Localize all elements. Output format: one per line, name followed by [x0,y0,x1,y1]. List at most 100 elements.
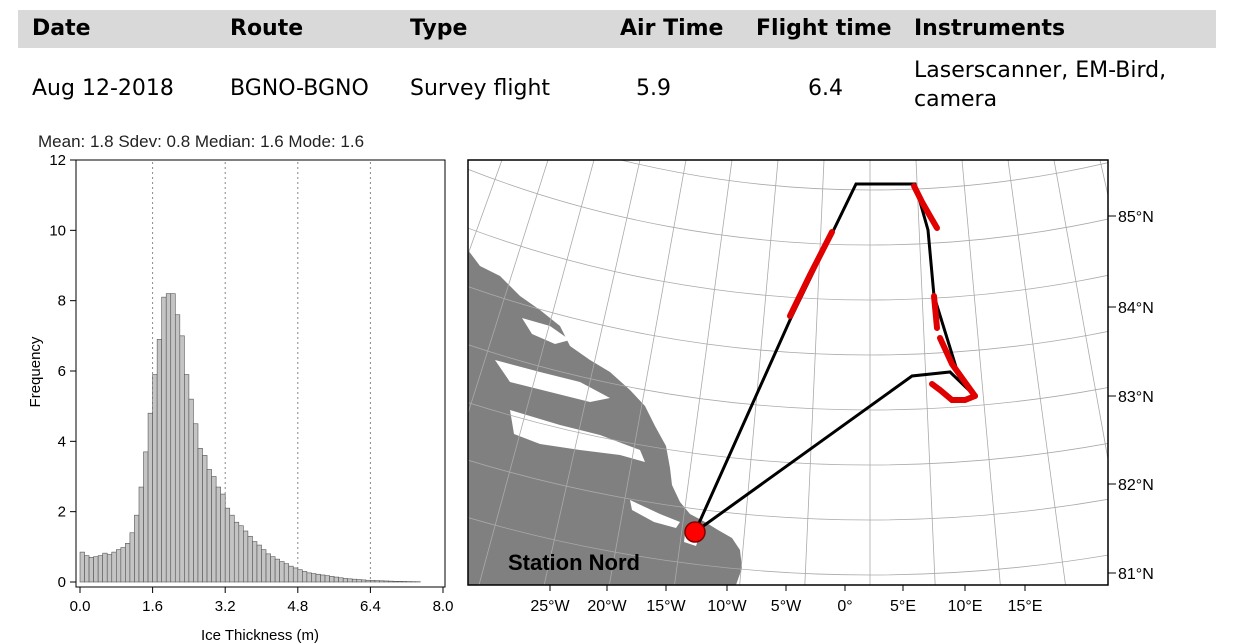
map-meridian-label: 20°W [587,598,627,615]
flight-track-map: Station Nord 25°W 20°W 15°W 10°W 5°W 0° 5°E 10°… [467,159,1154,615]
histogram-xtick-label: 8.0 [433,598,454,615]
histogram-bar [324,575,330,583]
map-meridian-label: 0° [837,598,852,615]
histogram-bar [297,569,303,583]
map-parallel-label: 82°N [1118,477,1154,494]
histogram-xtick-label: 1.6 [142,598,163,615]
histogram-ytick-label: 2 [58,504,66,521]
header-instruments: Instruments [914,16,1066,41]
histogram-bar [292,567,299,583]
map-parallel-label: 81°N [1118,566,1154,583]
map-parallel [620,160,1108,191]
histogram-bar [138,486,144,583]
histogram-bar [401,581,408,583]
cell-date: Aug 12-2018 [32,76,174,101]
histogram-bar [116,549,122,583]
ice-thickness-histogram: 0.0 1.6 3.2 4.8 6.4 8.0 0 2 4 6 8 10 12 Ice Thickne… [27,152,454,644]
histogram-bar [279,561,285,583]
histogram-bar [247,535,253,583]
histogram-bar [174,314,181,583]
map-meridian [739,160,779,585]
histogram-bar [88,557,94,583]
map-parallel-label: 83°N [1118,389,1154,406]
histogram-ytick-label: 12 [49,152,66,169]
map-meridian-label: 25°W [530,598,570,615]
cell-air-time: 5.9 [636,76,671,101]
map-frame [467,159,1109,586]
map-meridian-label: 10°W [707,598,747,615]
table-header-row: Date Route Type Air Time Flight time Ins… [18,10,1216,48]
histogram-bar [351,578,358,583]
map-meridian-label: 5°W [771,598,802,615]
map-parallel-label: 85°N [1118,209,1154,226]
histogram-bar [265,553,271,583]
cell-type: Survey flight [410,76,551,101]
histogram-bar [79,551,85,583]
histogram-bar [379,580,385,583]
histogram-bar [315,573,321,583]
histogram-bar [84,555,90,583]
histogram-plot-frame [75,159,446,588]
histogram-bar [388,580,394,583]
map-meridian [1053,160,1108,462]
histogram-bar [333,576,339,583]
map-meridian [804,160,825,585]
histogram-bar [356,579,362,583]
histogram-bar [106,554,113,583]
histogram-bar [152,374,158,583]
map-meridian [1099,160,1108,198]
histogram-ytick-label: 8 [58,293,66,310]
histogram-bar [229,514,235,583]
histogram-bar [120,547,126,583]
histogram-bar [143,451,149,583]
map-parallel [468,168,1108,246]
flight-track-highlight [787,183,978,403]
histogram-xtick-label: 4.8 [287,598,308,615]
histogram-xtick-label: 3.2 [215,598,236,615]
histogram-bar [261,549,267,583]
map-meridian [961,160,1001,585]
histogram-bar [97,555,103,583]
histogram-bar [311,573,317,583]
histogram-ytick-label: 10 [49,222,66,239]
station-nord-marker [684,521,706,543]
histogram-xtick-label: 0.0 [70,598,91,615]
histogram-ylabel: Frequency [27,336,44,407]
histogram-bar [370,580,376,583]
map-parallel [468,285,1108,356]
map-meridian [915,160,936,585]
histogram-bar [383,580,389,583]
histogram-bar [197,448,203,583]
map-parallel [468,227,1108,301]
histogram-bar [156,339,162,583]
histogram-ytick-label: 4 [58,433,66,450]
histogram-bar [215,486,221,583]
histogram-bar [102,552,108,583]
histogram-bar [320,574,326,583]
map-meridian [608,160,687,585]
histogram-bar [347,578,353,583]
histogram-bar [211,476,217,583]
histogram-bar [220,493,226,583]
cell-instruments: Laserscanner, EM-Bird, camera [914,58,1167,112]
cell-route: BGNO-BGNO [230,76,369,101]
map-meridian [674,160,733,585]
histogram-bar [184,374,190,583]
header-type: Type [410,16,468,41]
header-route: Route [230,16,304,41]
header-air-time: Air Time [620,16,724,41]
cell-flight-time: 6.4 [808,76,843,101]
histogram-bar [233,521,240,583]
histogram-bar [243,530,249,583]
histogram-bar [193,423,199,583]
histogram-bar [93,556,99,583]
histogram-bar [374,580,380,583]
histogram-bar [165,293,172,583]
histogram-bar [179,335,185,583]
histogram-bar [125,543,131,583]
station-nord-label: Station Nord [508,550,640,575]
histogram-bar [288,565,294,583]
histogram-bar [161,296,167,583]
histogram-xtick-label: 6.4 [360,598,381,615]
histogram-ytick-label: 0 [58,574,66,591]
